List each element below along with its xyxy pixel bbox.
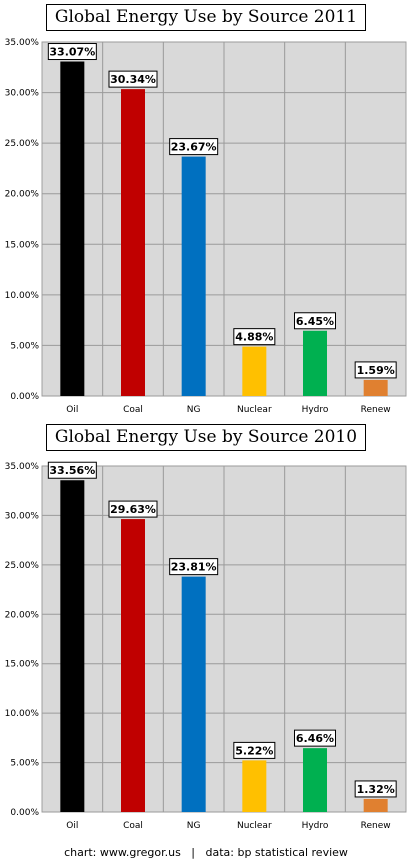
bar-ng xyxy=(181,576,206,812)
x-tick-label: Coal xyxy=(123,405,143,415)
bar-oil xyxy=(60,61,85,397)
y-tick-label: 35.00% xyxy=(5,38,40,48)
chart-2011: 0.00% 5.00% 10.00% 15.00% 20.00% 25.00% 30.00%… xyxy=(0,0,412,420)
data-label: 33.56% xyxy=(49,464,95,477)
chart-2010: 0.00% 5.00% 10.00% 15.00% 20.00% 25.00% 30.00%… xyxy=(0,420,412,840)
data-label: 6.46% xyxy=(296,732,334,745)
y-tick-label: 5.00% xyxy=(10,341,39,351)
x-tick-label: Hydro xyxy=(302,821,329,831)
bar-oil xyxy=(60,480,85,812)
data-label-box xyxy=(233,741,276,759)
footer-credit: chart: www.gregor.us | data: bp statisti… xyxy=(64,846,348,859)
x-tick-label: Hydro xyxy=(302,405,329,415)
bar-nuclear xyxy=(242,346,267,396)
y-tick-label: 15.00% xyxy=(5,240,40,250)
x-tick-label: Coal xyxy=(123,821,143,831)
data-label: 5.22% xyxy=(235,744,273,757)
y-tick-label: 10.00% xyxy=(5,291,40,301)
data-label-box xyxy=(47,43,97,61)
bar-ng xyxy=(181,156,206,396)
x-tick-label: NG xyxy=(187,405,201,415)
data-label-box xyxy=(169,138,219,156)
bar-coal xyxy=(121,519,145,812)
chart-title: Global Energy Use by Source 2010 xyxy=(0,424,412,451)
bar-coal xyxy=(121,89,145,396)
data-label: 29.63% xyxy=(110,503,156,516)
x-tick-label: Renew xyxy=(361,405,391,415)
y-tick-label: 30.00% xyxy=(5,89,40,99)
y-tick-label: 35.00% xyxy=(5,462,40,472)
data-label: 30.34% xyxy=(110,73,156,86)
y-tick-label: 15.00% xyxy=(5,660,40,670)
bar-hydro xyxy=(303,748,327,812)
data-label: 4.88% xyxy=(235,331,273,344)
data-label-box xyxy=(108,500,158,518)
data-label: 23.81% xyxy=(171,561,217,574)
chart-title-text: Global Energy Use by Source 2011 xyxy=(45,4,367,31)
bar-nuclear xyxy=(242,760,267,812)
data-label-box xyxy=(354,780,397,798)
data-label: 33.07% xyxy=(49,46,95,59)
data-label: 23.67% xyxy=(171,141,217,154)
y-tick-label: 0.00% xyxy=(10,808,39,818)
x-tick-label: Nuclear xyxy=(237,821,272,831)
x-tick-label: NG xyxy=(187,821,201,831)
y-tick-label: 0.00% xyxy=(10,392,39,402)
data-label-box xyxy=(354,361,397,379)
y-tick-label: 30.00% xyxy=(5,511,40,521)
chart-2011-svg: 0.00% 5.00% 10.00% 15.00% 20.00% 25.00% 30.00%… xyxy=(5,38,407,415)
data-label-box xyxy=(47,461,97,479)
x-tick-label: Oil xyxy=(66,405,78,415)
y-tick-label: 5.00% xyxy=(10,759,39,769)
y-tick-label: 20.00% xyxy=(5,610,40,620)
data-label-box xyxy=(233,328,276,346)
data-label: 1.59% xyxy=(357,364,395,377)
y-tick-label: 25.00% xyxy=(5,561,40,571)
data-label-box xyxy=(294,312,336,330)
y-tick-label: 25.00% xyxy=(5,139,40,149)
x-tick-label: Renew xyxy=(361,821,391,831)
bar-renew xyxy=(363,798,388,812)
bar-hydro xyxy=(303,330,327,396)
x-tick-label: Nuclear xyxy=(237,405,272,415)
y-tick-label: 10.00% xyxy=(5,709,40,719)
data-label-box xyxy=(108,70,158,88)
chart-title: Global Energy Use by Source 2011 xyxy=(0,4,412,31)
data-label-box xyxy=(294,729,336,747)
data-label: 1.32% xyxy=(357,783,395,796)
bar-renew xyxy=(363,379,388,396)
chart-title-text: Global Energy Use by Source 2010 xyxy=(45,424,367,451)
chart-2010-svg: 0.00% 5.00% 10.00% 15.00% 20.00% 25.00% 30.00%… xyxy=(5,461,407,831)
x-tick-label: Oil xyxy=(66,821,78,831)
data-label: 6.45% xyxy=(296,315,334,328)
y-tick-label: 20.00% xyxy=(5,190,40,200)
data-label-box xyxy=(169,558,219,576)
